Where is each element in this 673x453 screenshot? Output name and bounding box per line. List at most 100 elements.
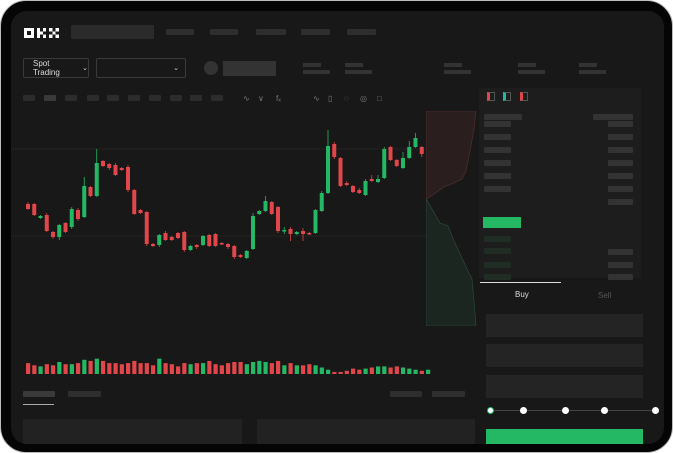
volume-bar (426, 369, 431, 374)
volume-bar (357, 369, 362, 374)
asks-only-icon[interactable] (520, 92, 528, 101)
timeframe-button[interactable] (170, 95, 182, 101)
filter-button[interactable] (390, 391, 422, 397)
timeframe-button[interactable] (211, 95, 223, 101)
camera-icon[interactable]: ◌ (344, 94, 349, 103)
ask-price (484, 160, 511, 166)
orders-panel-left (23, 419, 242, 444)
slider-stop-75[interactable] (601, 407, 608, 414)
candlestick-chart[interactable] (11, 111, 431, 381)
amount-slider[interactable] (489, 410, 659, 411)
candle (332, 144, 337, 157)
volume-bar (257, 360, 262, 374)
bid-price (484, 248, 511, 254)
volume-bar (413, 369, 418, 374)
timeframe-button[interactable] (23, 95, 35, 101)
bid-price (484, 274, 511, 280)
fullscreen-icon[interactable]: □ (377, 94, 382, 103)
total-input[interactable] (486, 375, 643, 398)
line-chart-icon[interactable]: ∿ (243, 94, 250, 103)
nav-item[interactable] (301, 29, 330, 35)
candle (313, 210, 318, 233)
volume-bar (313, 365, 318, 374)
volume-bar (394, 366, 399, 374)
both-sides-icon[interactable] (487, 92, 495, 101)
volume-bar (144, 363, 149, 374)
candle (119, 168, 124, 170)
candle (201, 236, 205, 245)
timeframe-button[interactable] (190, 95, 202, 101)
app-screen: Spot Trading ⌄ ⌄ ∿ ∨ fₓ ∿ ▯ ◌ ◎ □ Buy Se… (11, 11, 664, 444)
amount-input[interactable] (486, 344, 643, 367)
nav-item[interactable] (166, 29, 194, 35)
candle (413, 138, 418, 147)
volume-bar (101, 360, 106, 374)
timeframe-button[interactable] (87, 95, 99, 101)
volume-bar (213, 364, 218, 374)
timeframe-button[interactable] (149, 95, 161, 101)
candle (182, 232, 187, 250)
search-bar[interactable] (71, 25, 154, 39)
volume-bar (382, 366, 387, 374)
order-book (479, 88, 641, 280)
candle (76, 210, 80, 219)
spot-trading-label: Spot Trading (33, 59, 60, 77)
slider-stop-25[interactable] (520, 407, 527, 414)
candle (38, 216, 43, 218)
spot-trading-dropdown[interactable]: Spot Trading ⌄ (23, 58, 89, 78)
volume-bar (269, 363, 274, 374)
candle (351, 186, 355, 192)
pair-selector-dropdown[interactable]: ⌄ (96, 58, 186, 78)
filter-button[interactable] (432, 391, 465, 397)
candle (213, 234, 218, 246)
candle (163, 233, 168, 240)
settings-icon[interactable]: ◎ (360, 94, 367, 103)
timeframe-button[interactable] (128, 95, 140, 101)
candle (169, 237, 174, 240)
volume-bar (276, 360, 281, 374)
volume-bar (338, 371, 343, 374)
nav-item[interactable] (256, 29, 286, 35)
nav-item[interactable] (347, 29, 376, 35)
bid-size (608, 274, 633, 280)
tab-order-history[interactable] (68, 391, 101, 397)
tab-open-orders[interactable] (23, 391, 55, 397)
slider-stop-50[interactable] (562, 407, 569, 414)
ruler-icon[interactable]: ▯ (328, 94, 333, 103)
candle (276, 207, 280, 231)
indicator-icon[interactable]: fₓ (276, 94, 281, 103)
tab-sell[interactable]: Sell (598, 291, 612, 300)
depth-chart (426, 111, 477, 326)
ask-size (608, 121, 633, 127)
chart-type-icon[interactable]: ∨ (258, 94, 264, 103)
candle (232, 246, 237, 257)
bid-size (608, 249, 633, 255)
timeframe-button[interactable] (44, 95, 56, 101)
buy-button[interactable] (486, 429, 643, 444)
volume-bar (344, 370, 349, 374)
slider-stop-0[interactable] (487, 407, 494, 414)
tab-buy[interactable]: Buy (515, 290, 529, 299)
trend-line-icon[interactable]: ∿ (313, 94, 320, 103)
candle (369, 179, 374, 181)
nav-item[interactable] (210, 29, 238, 35)
bids-only-icon[interactable] (503, 92, 511, 101)
candle (338, 158, 343, 186)
candle (251, 216, 255, 249)
volume-bar (126, 363, 131, 374)
candle (151, 244, 155, 246)
ask-price (484, 121, 511, 127)
volume-bar (107, 363, 112, 374)
candle (69, 209, 74, 227)
okx-logo[interactable] (24, 26, 64, 38)
timeframe-button[interactable] (107, 95, 119, 101)
candle (419, 147, 424, 154)
bid-size (608, 262, 633, 268)
candle (94, 163, 99, 196)
price-input[interactable] (486, 314, 643, 337)
slider-stop-100[interactable] (652, 407, 659, 414)
orders-panel-right (257, 419, 475, 444)
timeframe-button[interactable] (65, 95, 77, 101)
volume-bar (51, 365, 56, 374)
ask-size (608, 147, 633, 153)
